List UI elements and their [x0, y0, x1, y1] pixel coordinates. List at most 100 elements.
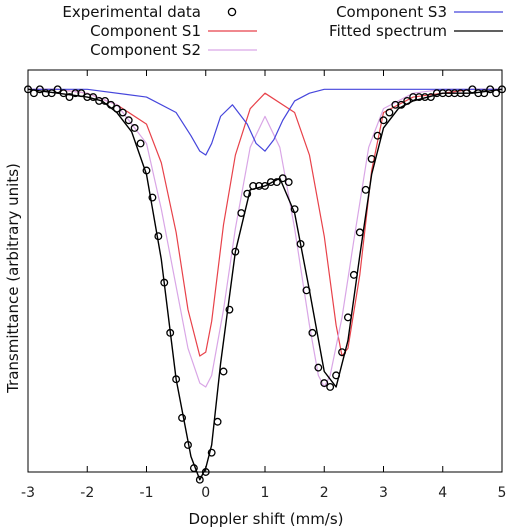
data-point-experimental-data	[89, 93, 98, 102]
data-point-experimental-data	[338, 348, 346, 357]
data-point-experimental-data	[59, 89, 68, 98]
data-point-experimental-data	[344, 313, 352, 322]
data-point-experimental-data	[225, 305, 234, 314]
legend-marker-experimental-data	[227, 7, 237, 17]
data-point-experimental-data	[409, 93, 418, 102]
data-point-experimental-data	[432, 89, 441, 98]
data-point-experimental-data	[272, 178, 281, 187]
legend-label-experimental-data: Experimental data	[62, 3, 201, 21]
data-point-experimental-data	[266, 178, 275, 187]
data-point-experimental-data	[41, 89, 50, 98]
data-point-experimental-data	[397, 100, 406, 109]
data-point-experimental-data	[278, 174, 287, 183]
data-point-experimental-data	[243, 189, 252, 198]
data-point-experimental-data	[450, 89, 459, 98]
data-point-experimental-data	[474, 89, 483, 98]
data-point-experimental-data	[415, 93, 423, 102]
data-point-experimental-data	[213, 417, 222, 426]
data-point-experimental-data	[379, 116, 388, 125]
data-point-experimental-data	[142, 166, 151, 175]
data-point-experimental-data	[101, 96, 109, 105]
data-point-experimental-data	[391, 100, 400, 109]
data-point-experimental-data	[302, 286, 311, 295]
x-tick-label: 2	[320, 485, 329, 501]
data-point-experimental-data	[112, 104, 121, 113]
data-point-experimental-data	[95, 96, 104, 105]
series-layer	[27, 88, 503, 481]
x-tick-label: -1	[140, 485, 154, 501]
data-point-experimental-data	[332, 371, 341, 380]
data-point-experimental-data	[314, 363, 323, 372]
data-point-experimental-data	[421, 93, 429, 102]
data-point-experimental-data	[77, 89, 86, 98]
data-point-experimental-data	[426, 93, 435, 102]
data-point-experimental-data	[237, 209, 246, 217]
data-point-experimental-data	[148, 193, 157, 202]
legend-label-component-s3: Component S3	[336, 3, 447, 21]
x-tick-label: 4	[438, 485, 447, 501]
data-point-experimental-data	[118, 108, 127, 117]
y-axis-label: Transmittance (arbitrary units)	[4, 163, 22, 394]
data-point-experimental-data	[480, 89, 489, 98]
data-point-experimental-data	[468, 85, 477, 94]
data-point-experimental-data	[166, 328, 175, 337]
legend-label-component-s1: Component S1	[90, 22, 201, 40]
data-point-experimental-data	[349, 270, 358, 279]
data-point-experimental-data	[231, 247, 240, 256]
data-point-experimental-data	[124, 116, 133, 125]
data-point-experimental-data	[355, 228, 364, 237]
data-point-experimental-data	[189, 464, 198, 473]
data-point-experimental-data	[106, 100, 115, 109]
data-point-experimental-data	[154, 232, 163, 241]
x-tick-label: 0	[201, 485, 210, 501]
data-point-experimental-data	[373, 131, 382, 140]
data-point-experimental-data	[403, 96, 412, 105]
series-line-component-s3	[28, 88, 502, 156]
data-point-experimental-data	[195, 475, 204, 484]
data-point-experimental-data	[35, 85, 44, 94]
data-point-experimental-data	[71, 89, 80, 98]
data-point-experimental-data	[326, 383, 335, 391]
data-point-experimental-data	[136, 139, 145, 148]
data-point-experimental-data	[462, 89, 471, 98]
data-point-experimental-data	[219, 367, 228, 376]
x-tick-label: 1	[261, 485, 270, 501]
data-point-experimental-data	[178, 413, 186, 422]
data-point-experimental-data	[249, 182, 258, 190]
x-tick-label: 3	[379, 485, 388, 501]
experimental-points-layer	[24, 85, 506, 484]
data-point-experimental-data	[320, 379, 329, 388]
data-point-experimental-data	[160, 278, 169, 287]
series-line-component-s1	[28, 88, 502, 357]
data-point-experimental-data	[290, 205, 299, 214]
x-tick-label: -2	[80, 485, 94, 501]
data-point-experimental-data	[308, 328, 317, 337]
data-point-experimental-data	[83, 93, 92, 102]
x-tick-label: 5	[498, 485, 507, 501]
data-point-experimental-data	[184, 440, 192, 449]
legend: Experimental data Component S1 Component…	[62, 3, 503, 59]
data-point-experimental-data	[47, 89, 56, 98]
data-point-experimental-data	[255, 182, 264, 190]
data-point-experimental-data	[486, 85, 495, 94]
data-point-experimental-data	[29, 89, 38, 98]
data-point-experimental-data	[456, 89, 465, 98]
data-point-experimental-data	[385, 108, 394, 117]
data-point-experimental-data	[296, 239, 305, 248]
x-axis-label: Doppler shift (mm/s)	[188, 510, 343, 528]
data-point-experimental-data	[444, 89, 453, 98]
legend-label-fitted-spectrum: Fitted spectrum	[329, 22, 447, 40]
legend-label-component-s2: Component S2	[90, 41, 201, 59]
x-ticks-layer: -3 -2 -1 0 1 2 3 4 5	[21, 70, 506, 501]
data-point-experimental-data	[53, 85, 62, 94]
data-point-experimental-data	[367, 154, 376, 163]
series-line-fitted-spectrum	[27, 88, 503, 481]
data-point-experimental-data	[492, 89, 501, 98]
x-tick-label: -3	[21, 485, 35, 501]
data-point-experimental-data	[130, 124, 139, 132]
data-point-experimental-data	[438, 89, 447, 98]
data-point-experimental-data	[65, 93, 74, 102]
data-point-experimental-data	[207, 448, 216, 457]
data-point-experimental-data	[261, 182, 269, 190]
